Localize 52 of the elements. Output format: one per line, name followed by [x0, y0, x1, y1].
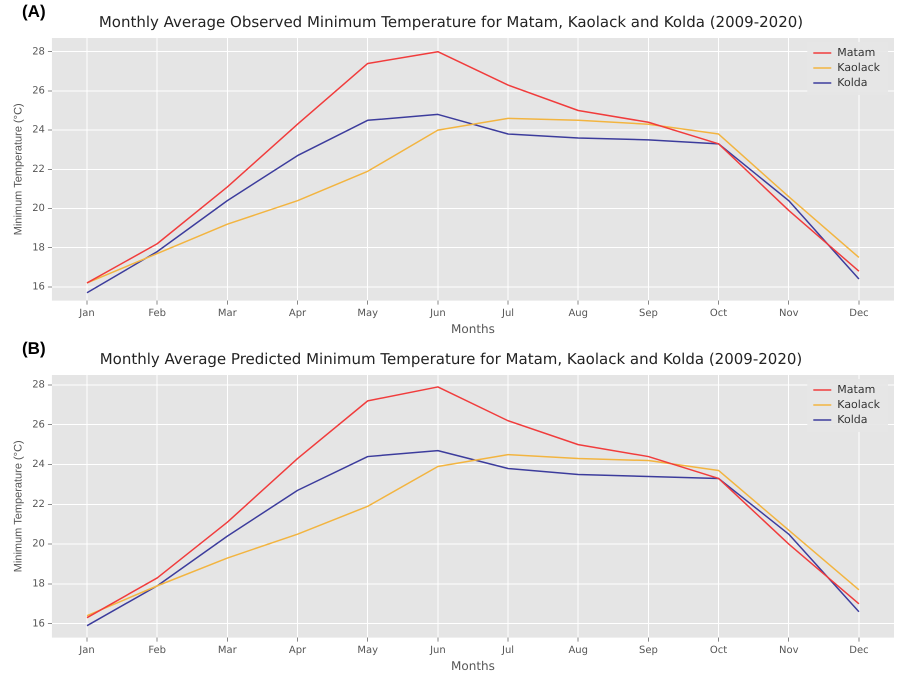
y-tick-label: 24	[32, 124, 45, 136]
legend-label: Matam	[837, 382, 876, 396]
x-tick-label: Jun	[429, 645, 446, 656]
x-tick-label: Feb	[148, 645, 166, 656]
y-tick-label: 22	[32, 498, 45, 510]
legend-label: Kolda	[837, 412, 868, 426]
x-axis-title: Months	[451, 322, 495, 336]
x-tick-label: Jul	[501, 645, 514, 656]
y-tick-label: 16	[32, 281, 45, 292]
y-tick-label: 16	[32, 618, 45, 630]
x-axis-title: Months	[451, 658, 495, 673]
x-tick-label: Nov	[778, 308, 799, 320]
chart-title: Monthly Average Predicted Minimum Temperature for Matam, Kaolack and Kolda (2009-2020)	[100, 350, 802, 368]
y-tick-label: 18	[32, 242, 45, 254]
text: (B)	[22, 339, 46, 359]
x-tick-label: Apr	[288, 308, 308, 320]
y-tick-label: 26	[32, 86, 45, 97]
legend-label: Kolda	[837, 76, 868, 89]
x-tick-label: May	[357, 645, 378, 656]
x-tick-label: Oct	[710, 308, 728, 320]
x-tick-label: Jul	[501, 308, 514, 320]
chart-title: Monthly Average Observed Minimum Temperature for Matam, Kaolack and Kolda (2009-2020)	[98, 12, 804, 31]
x-tick-label: Aug	[568, 308, 588, 320]
x-tick-label: Feb	[148, 308, 166, 320]
y-tick-label: 20	[32, 538, 45, 550]
x-tick-label: Jan	[78, 645, 95, 656]
legend-label: Kaolack	[837, 60, 881, 74]
x-tick-label: Mar	[218, 645, 238, 656]
x-tick-label: Oct	[710, 645, 728, 656]
y-axis-title: Minimum Temperature (°C)	[12, 440, 25, 572]
y-tick-label: 22	[32, 164, 45, 175]
x-tick-label: Aug	[568, 645, 588, 656]
x-tick-label: Sep	[638, 308, 658, 320]
x-tick-label: Jan	[78, 308, 95, 320]
legend-label: Matam	[837, 46, 876, 59]
legend-label: Kaolack	[837, 398, 881, 411]
y-tick-label: 26	[32, 419, 45, 430]
x-tick-label: Jun	[429, 308, 446, 320]
x-tick-label: Sep	[638, 645, 658, 656]
x-tick-label: Nov	[778, 645, 799, 656]
y-tick-label: 28	[32, 46, 45, 58]
x-tick-label: Dec	[849, 308, 869, 320]
y-tick-label: 24	[32, 459, 45, 470]
x-tick-label: Mar	[218, 308, 238, 320]
y-axis-title: Minimum Temperature (°C)	[12, 103, 25, 236]
x-tick-label: Dec	[849, 645, 869, 656]
text: (A)	[22, 2, 46, 22]
y-tick-label: 20	[32, 203, 45, 214]
y-tick-label: 28	[32, 380, 45, 391]
x-tick-label: May	[357, 308, 378, 320]
y-tick-label: 18	[32, 578, 45, 590]
x-tick-label: Apr	[288, 645, 308, 656]
